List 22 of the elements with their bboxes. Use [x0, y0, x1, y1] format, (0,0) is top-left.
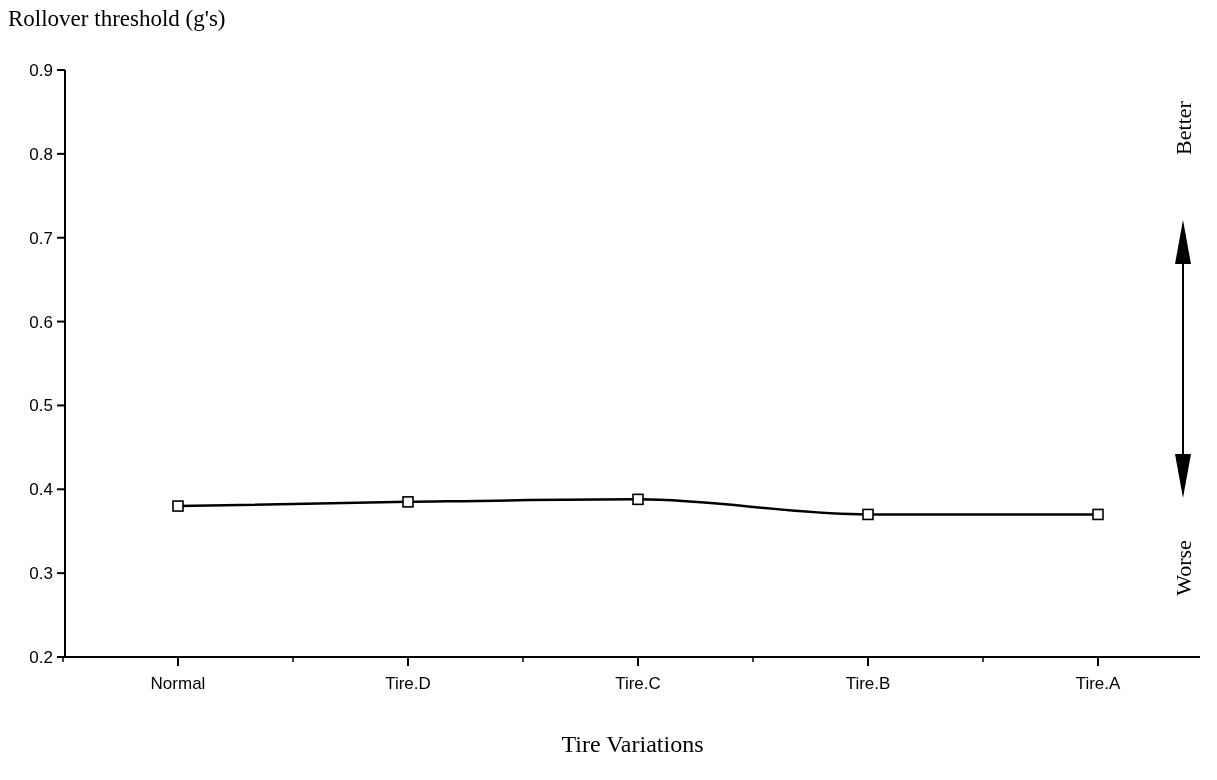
x-tick-label: Tire.A: [1075, 674, 1122, 693]
y-tick-label: 0.3: [29, 564, 53, 584]
y-tick-label: 0.4: [29, 480, 53, 500]
x-tick-label: Tire.B: [845, 674, 891, 693]
y-tick-label: 0.7: [29, 228, 53, 248]
annotation: Worse: [1171, 540, 1196, 596]
y-tick-label: 0.2: [29, 647, 53, 667]
x-tick-label: Normal: [150, 674, 206, 693]
y-tick-label: 0.8: [29, 144, 53, 164]
point: [862, 508, 874, 521]
point: [1092, 508, 1104, 521]
x-tick-label: Tire.D: [385, 674, 431, 693]
x-tick-label: Tire.C: [615, 674, 661, 693]
point: [402, 496, 414, 508]
y-tick-label: 0.9: [29, 60, 53, 80]
annotation: Better: [1171, 100, 1196, 155]
point: [632, 493, 644, 506]
y-tick-label: 0.5: [29, 396, 53, 416]
x-axis-title: Tire Variations: [561, 731, 704, 757]
y-axis-title: Rollover threshold (g's): [8, 6, 226, 31]
point: [172, 500, 184, 512]
y-tick-label: 0.6: [29, 312, 53, 332]
